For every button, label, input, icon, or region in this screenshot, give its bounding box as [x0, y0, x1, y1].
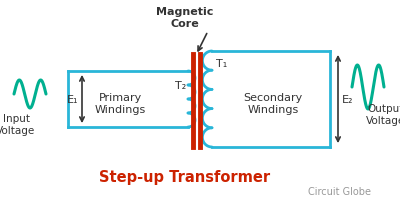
- Text: T₁: T₁: [216, 59, 227, 69]
- Text: Magnetic
Core: Magnetic Core: [156, 7, 214, 29]
- Text: Secondary
Windings: Secondary Windings: [243, 93, 303, 114]
- Text: Input
Voltage: Input Voltage: [0, 114, 36, 135]
- Text: Step-up Transformer: Step-up Transformer: [100, 170, 270, 185]
- Text: E₂: E₂: [342, 95, 354, 104]
- Text: Circuit Globe: Circuit Globe: [308, 186, 372, 196]
- Text: T₂: T₂: [175, 81, 186, 91]
- Text: E₁: E₁: [66, 95, 78, 104]
- Text: Primary
Windings: Primary Windings: [94, 93, 146, 114]
- Text: Output
Voltage: Output Voltage: [366, 104, 400, 125]
